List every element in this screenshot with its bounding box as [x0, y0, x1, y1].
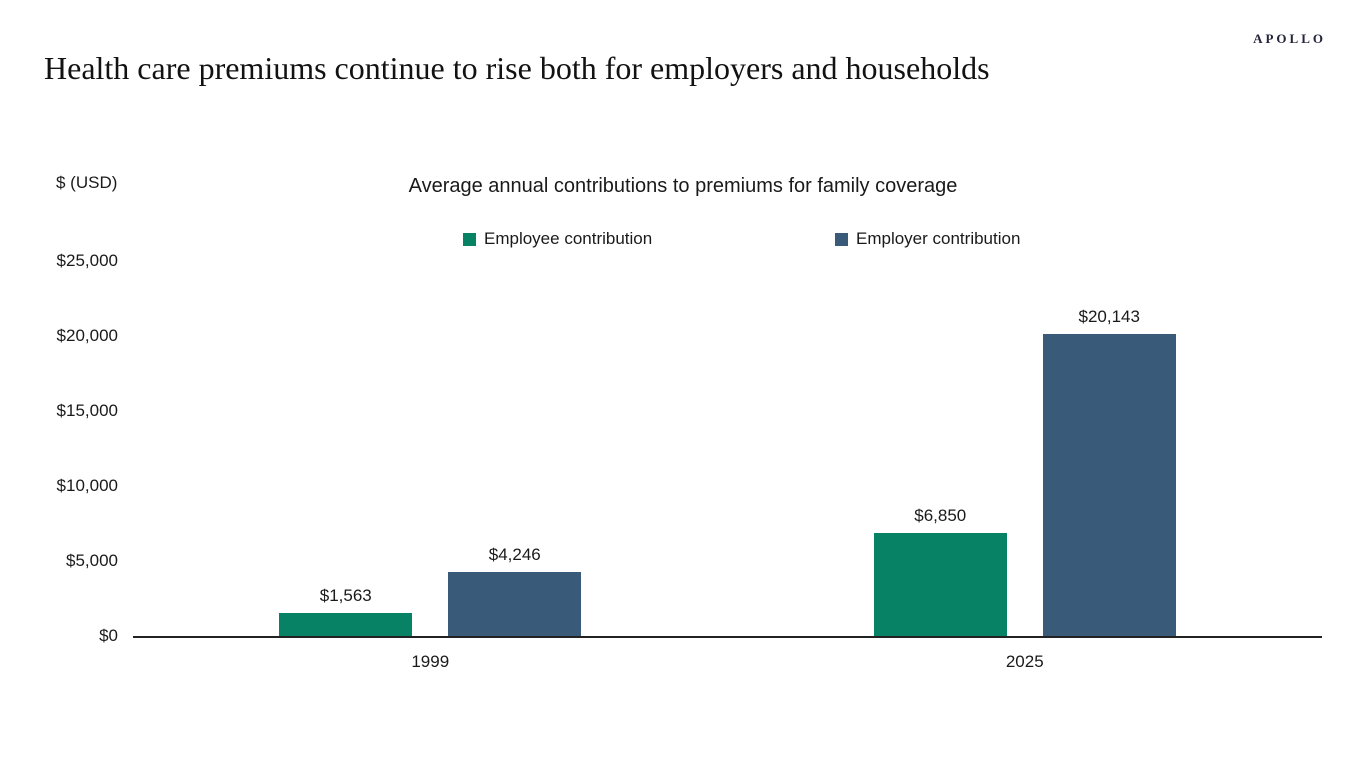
y-axis-unit-label: $ (USD) — [56, 173, 118, 192]
legend-item-employer-contribution: Employer contribution — [835, 229, 1020, 249]
bar-value-label: $6,850 — [914, 506, 967, 526]
y-tick-label: $10,000 — [56, 476, 118, 495]
y-tick-label: $15,000 — [56, 401, 118, 420]
y-tick-label: $25,000 — [56, 251, 118, 270]
x-category-label: 1999 — [411, 652, 450, 671]
x-category-label: 2025 — [1005, 652, 1044, 671]
x-axis-line — [133, 636, 1322, 638]
legend-label: Employee contribution — [484, 229, 653, 248]
bar-value-label: $4,246 — [488, 545, 541, 565]
bar-2025-employer-contribution — [1042, 333, 1176, 636]
legend-item-employee-contribution: Employee contribution — [463, 229, 652, 249]
y-tick-label: $20,000 — [56, 326, 118, 345]
y-tick-label: $5,000 — [66, 551, 118, 570]
bar-value-label: $20,143 — [1078, 306, 1140, 326]
apollo-logo: APOLLO — [1253, 31, 1326, 46]
chart-title: Average annual contributions to premiums… — [408, 175, 958, 197]
legend-swatch-icon — [463, 232, 476, 246]
legend-label: Employer contribution — [856, 229, 1021, 248]
bar-2025-employee-contribution — [873, 533, 1007, 636]
page-title: Health care premiums continue to rise bo… — [44, 50, 990, 86]
bar-1999-employee-contribution — [279, 612, 413, 636]
y-tick-label: $0 — [99, 626, 118, 645]
legend-swatch-icon — [835, 232, 848, 246]
bar-1999-employer-contribution — [448, 572, 582, 636]
bar-value-label: $1,563 — [319, 585, 372, 605]
